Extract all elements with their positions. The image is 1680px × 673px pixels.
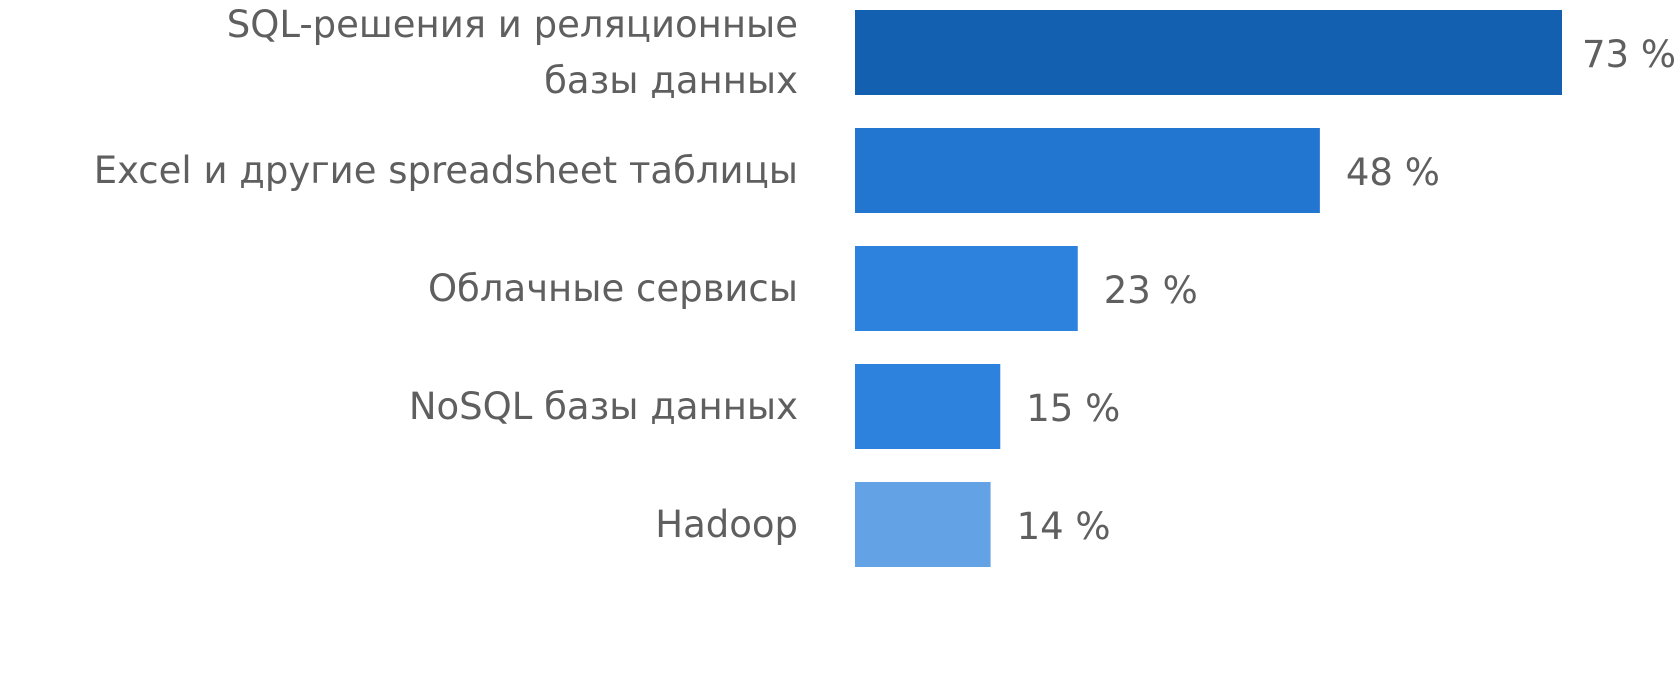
bar <box>855 246 1078 331</box>
bar <box>855 364 1001 449</box>
category-label-line: Облачные сервисы <box>428 267 798 310</box>
bars-layer <box>855 10 1562 567</box>
category-label: Hadoop <box>655 503 798 546</box>
value-labels-layer: 73 % 48 % 23 % 15 % 14 % <box>1017 33 1676 548</box>
value-label: 15 % <box>1026 387 1120 430</box>
bar <box>855 10 1562 95</box>
category-label: NoSQL базы данных <box>409 385 798 428</box>
category-label-line: NoSQL базы данных <box>409 385 798 428</box>
bar <box>855 482 991 567</box>
category-labels-layer: SQL-решения и реляционные базы данных Exce… <box>94 3 798 546</box>
category-label-line: Hadoop <box>655 503 798 546</box>
category-label-line: SQL-решения и реляционные <box>227 3 798 46</box>
category-label: Excel и другие spreadsheet таблицы <box>94 149 798 192</box>
category-label: SQL-решения и реляционные базы данных <box>227 3 798 102</box>
value-label: 48 % <box>1346 151 1440 194</box>
value-label: 23 % <box>1104 269 1198 312</box>
bar <box>855 128 1320 213</box>
category-label-line: Excel и другие spreadsheet таблицы <box>94 149 798 192</box>
value-label: 73 % <box>1582 33 1676 76</box>
category-label: Облачные сервисы <box>428 267 798 310</box>
category-label-line: базы данных <box>544 59 798 102</box>
value-label: 14 % <box>1017 505 1111 548</box>
